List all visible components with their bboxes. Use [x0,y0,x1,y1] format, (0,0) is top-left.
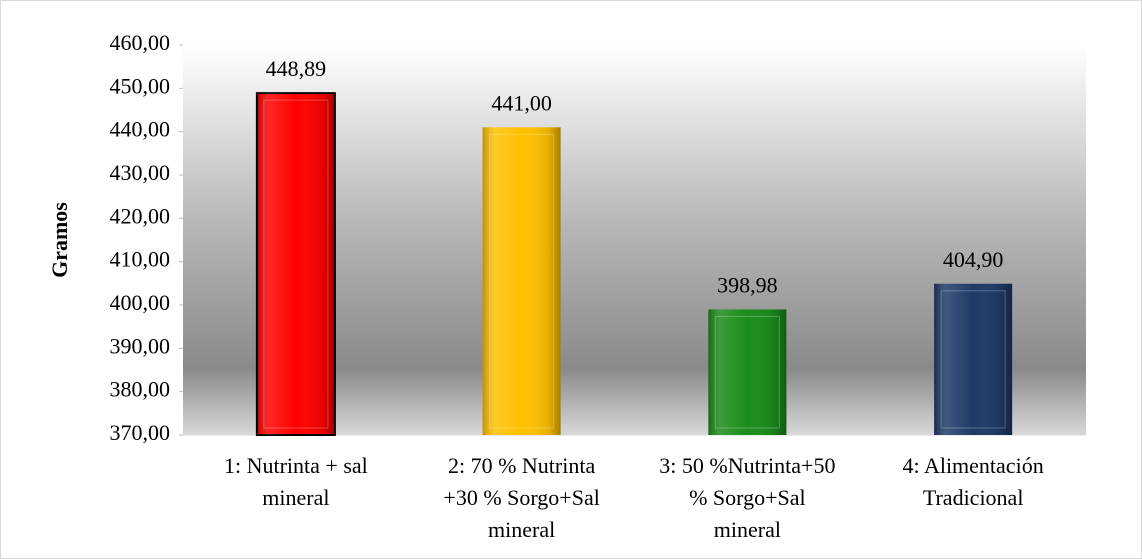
y-tick-label: 410,00 [110,247,171,272]
y-tick-label: 460,00 [110,30,171,55]
value-label: 448,89 [266,56,327,81]
x-tick-label: 3: 50 %Nutrinta+50 [659,453,835,478]
x-tick-label: % Sorgo+Sal [689,485,806,510]
bar-bevel [708,309,787,435]
x-tick-label: 4: Alimentación [903,453,1044,478]
value-label: 404,90 [943,247,1004,272]
y-tick-label: 420,00 [110,203,171,228]
y-tick-label: 370,00 [110,420,171,445]
bar-inner [489,133,555,429]
bar-inner [263,99,329,429]
bar-inner [940,290,1006,429]
bar-bevel [256,93,335,435]
y-tick-label: 450,00 [110,73,171,98]
bar-inner [714,315,780,429]
y-axis-title: Gramos [47,202,72,278]
x-tick-label: 1: Nutrinta + sal [224,453,368,478]
y-tick-label: 440,00 [110,117,171,142]
bar-bevel [482,127,561,435]
x-tick-label: mineral [262,485,329,510]
value-label: 398,98 [717,272,778,297]
bar-bevel [934,283,1013,435]
x-tick-label: 2: 70 % Nutrinta [448,453,595,478]
y-tick-label: 390,00 [110,333,171,358]
x-tick-label: Tradicional [923,485,1024,510]
x-tick-label: +30 % Sorgo+Sal [443,485,599,510]
x-tick-label: mineral [488,517,555,542]
x-tick-label: mineral [714,517,781,542]
value-label: 441,00 [491,90,552,115]
y-tick-label: 380,00 [110,377,171,402]
y-tick-label: 430,00 [110,160,171,185]
y-tick-label: 400,00 [110,290,171,315]
